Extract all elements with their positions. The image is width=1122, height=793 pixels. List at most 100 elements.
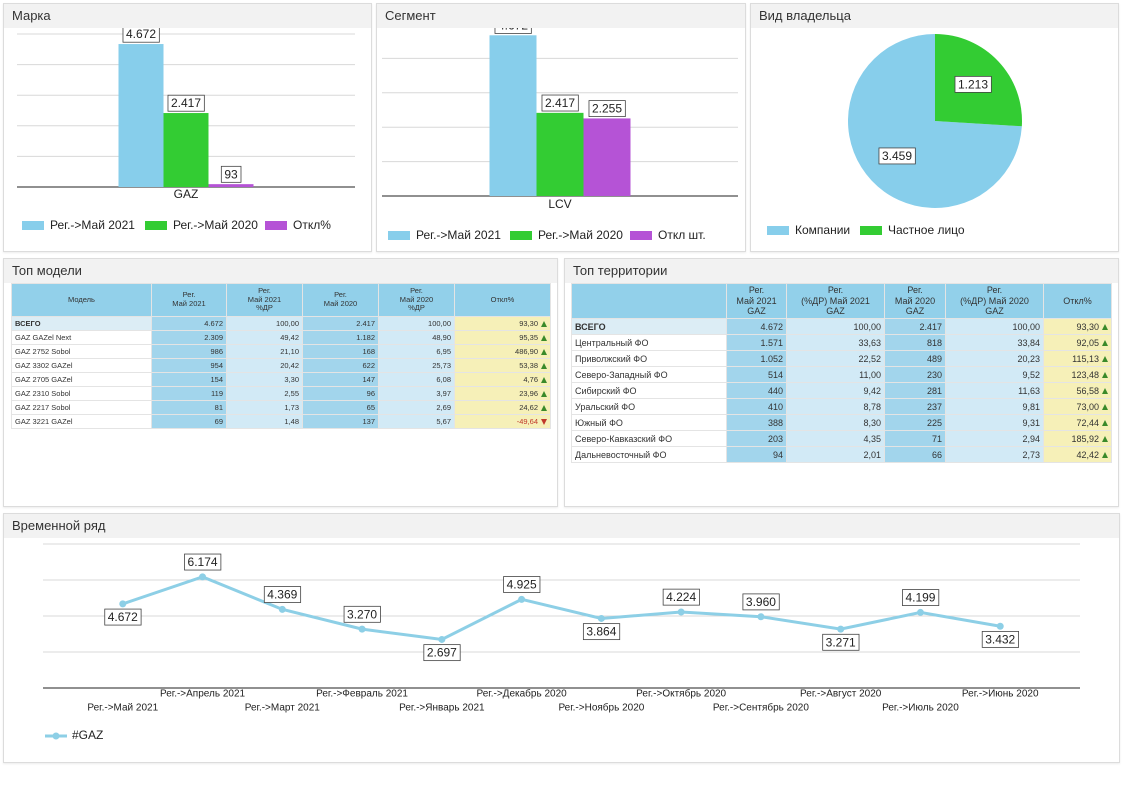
header-cell: Откл% <box>454 283 551 317</box>
table-cell: 9,52 <box>945 366 1044 383</box>
table-cell: 281 <box>884 382 946 399</box>
table-cell: 73,00 <box>1043 398 1112 415</box>
table-cell: 237 <box>884 398 946 415</box>
table-cell: 486,90 <box>454 344 551 359</box>
table-cell: GAZ 3302 GAZel <box>11 358 152 373</box>
table-cell: -49,64 <box>454 414 551 429</box>
table-cell: Южный ФО <box>571 414 727 431</box>
table-cell: 230 <box>884 366 946 383</box>
table-cell: GAZ 3221 GAZel <box>11 414 152 429</box>
table-cell: GAZ 2310 Sobol <box>11 386 152 401</box>
table-cell: 53,38 <box>454 358 551 373</box>
table-cell: ВСЕГО <box>11 316 152 331</box>
table-cell: 954 <box>151 358 227 373</box>
trend-arrow <box>1102 372 1108 379</box>
trend-arrow <box>541 377 547 384</box>
table-cell: Северо-Западный ФО <box>571 366 727 383</box>
panel-segment: Сегмент <box>376 3 746 252</box>
table-cell: GAZ 2752 Sobol <box>11 344 152 359</box>
table-cell: 93,30 <box>1043 318 1112 335</box>
table-cell: 203 <box>726 430 787 447</box>
table-cell: 65 <box>302 400 379 415</box>
table-cell: 4,76 <box>454 372 551 387</box>
panel-title: Топ территории <box>565 259 1118 283</box>
trend-arrow <box>1102 356 1108 363</box>
table-cell: 2,69 <box>378 400 455 415</box>
table-cell: 986 <box>151 344 227 359</box>
table-row: Уральский ФО 410 8,78 237 9,81 73,00 <box>571 398 1112 415</box>
table-cell: 9,31 <box>945 414 1044 431</box>
trend-arrow <box>541 335 547 342</box>
table-cell: 6,95 <box>378 344 455 359</box>
header-cell: Рег. Май 2021 <box>151 283 227 317</box>
panel-title: Временной ряд <box>4 514 1119 538</box>
trend-arrow <box>1102 404 1108 411</box>
table-cell: 8,30 <box>786 414 885 431</box>
table-row: Северо-Западный ФО 514 11,00 230 9,52 123,48 <box>571 366 1112 383</box>
header-cell: Рег. Май 2021 %ДР <box>226 283 303 317</box>
table-cell: 4,35 <box>786 430 885 447</box>
table-cell: 4.672 <box>151 316 227 331</box>
table-cell: 410 <box>726 398 787 415</box>
table-cell: Уральский ФО <box>571 398 727 415</box>
trend-arrow <box>1102 324 1108 331</box>
table-cell: 100,00 <box>945 318 1044 335</box>
table-cell: 33,84 <box>945 334 1044 351</box>
trend-arrow <box>1102 436 1108 443</box>
table-cell: 185,92 <box>1043 430 1112 447</box>
trend-arrow <box>1102 452 1108 459</box>
table-cell: 8,78 <box>786 398 885 415</box>
table-cell: 1.571 <box>726 334 787 351</box>
table-cell: 72,44 <box>1043 414 1112 431</box>
header-cell: Рег. (%ДР) Май 2020 GAZ <box>945 283 1044 319</box>
table-row: GAZ 2752 Sobol 986 21,10 168 6,95 486,90 <box>11 344 551 359</box>
header-cell: Рег. (%ДР) Май 2021 GAZ <box>786 283 885 319</box>
table-cell: 48,90 <box>378 330 455 345</box>
table-cell: 818 <box>884 334 946 351</box>
models-table: Модель Рег. Май 2021 Рег. Май 2021 %ДР Рег.… <box>11 283 551 429</box>
table-cell: 100,00 <box>226 316 303 331</box>
table-row: GAZ GAZel Next 2.309 49,42 1.182 48,90 95,35 <box>11 330 551 345</box>
header-cell: Рег. Май 2020 GAZ <box>884 283 946 319</box>
table-cell: 154 <box>151 372 227 387</box>
table-cell: 388 <box>726 414 787 431</box>
header-row: Модель Рег. Май 2021 Рег. Май 2021 %ДР Рег.… <box>11 283 551 317</box>
table-cell: 42,42 <box>1043 446 1112 463</box>
panel-time-series: Временной ряд <box>3 513 1120 763</box>
table-cell: 2,55 <box>226 386 303 401</box>
header-cell: Откл% <box>1043 283 1112 319</box>
table-cell: 2.417 <box>302 316 379 331</box>
table-row: ВСЕГО 4.672 100,00 2.417 100,00 93,30 <box>11 316 551 331</box>
header-cell: Модель <box>11 283 152 317</box>
table-cell: 100,00 <box>378 316 455 331</box>
table-row: Сибирский ФО 440 9,42 281 11,63 56,58 <box>571 382 1112 399</box>
table-cell: 225 <box>884 414 946 431</box>
table-cell: GAZ 2705 GAZel <box>11 372 152 387</box>
header-cell: Рег. Май 2020 <box>302 283 379 317</box>
table-row: ВСЕГО 4.672 100,00 2.417 100,00 93,30 <box>571 318 1112 335</box>
table-cell: 137 <box>302 414 379 429</box>
table-cell: 1,73 <box>226 400 303 415</box>
table-cell: 9,81 <box>945 398 1044 415</box>
table-cell: 115,13 <box>1043 350 1112 367</box>
table-cell: 20,42 <box>226 358 303 373</box>
trend-arrow <box>541 349 547 356</box>
table-cell: 71 <box>884 430 946 447</box>
table-cell: 49,42 <box>226 330 303 345</box>
table-cell: GAZ 2217 Sobol <box>11 400 152 415</box>
table-cell: 3,30 <box>226 372 303 387</box>
table-cell: 69 <box>151 414 227 429</box>
table-cell: 22,52 <box>786 350 885 367</box>
table-cell: 11,63 <box>945 382 1044 399</box>
table-cell: 56,58 <box>1043 382 1112 399</box>
table-cell: Северо-Кавказский ФО <box>571 430 727 447</box>
panel-title: Вид владельца <box>751 4 1118 28</box>
table-cell: 20,23 <box>945 350 1044 367</box>
table-row: Центральный ФО 1.571 33,63 818 33,84 92,05 <box>571 334 1112 351</box>
table-row: Южный ФО 388 8,30 225 9,31 72,44 <box>571 414 1112 431</box>
table-cell: 92,05 <box>1043 334 1112 351</box>
table-cell: 9,42 <box>786 382 885 399</box>
table-cell: 440 <box>726 382 787 399</box>
table-row: Приволжский ФО 1.052 22,52 489 20,23 115,13 <box>571 350 1112 367</box>
